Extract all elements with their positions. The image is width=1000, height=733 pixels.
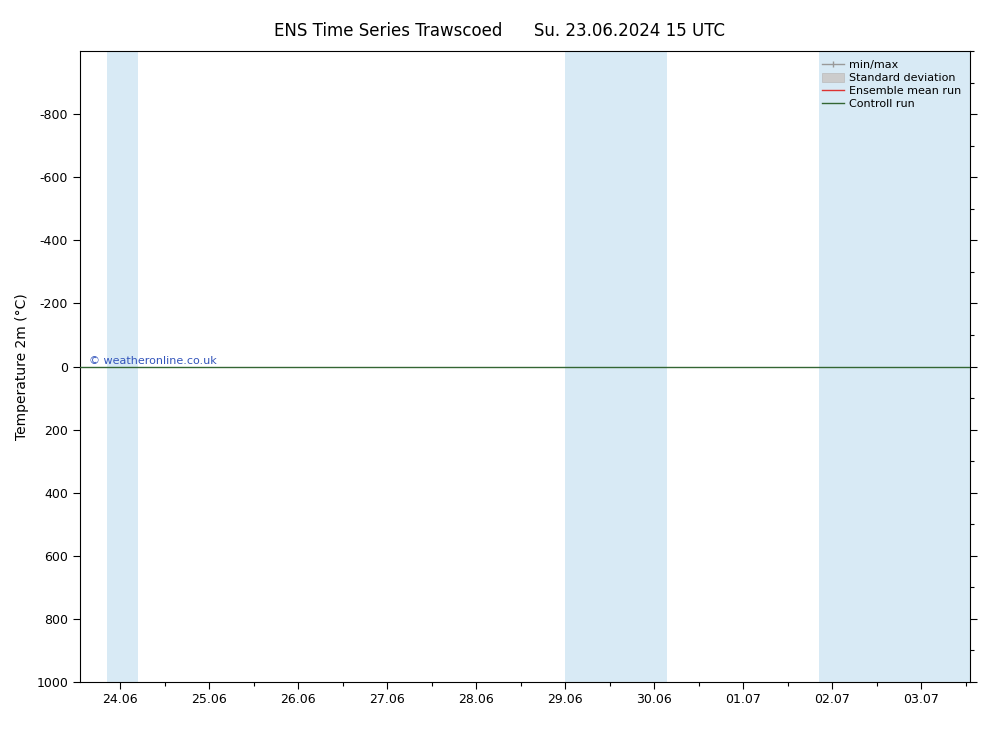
Bar bbox=[565, 51, 667, 682]
Y-axis label: Temperature 2m (°C): Temperature 2m (°C) bbox=[15, 293, 29, 440]
Legend: min/max, Standard deviation, Ensemble mean run, Controll run: min/max, Standard deviation, Ensemble me… bbox=[819, 57, 964, 112]
Bar bbox=[107, 51, 138, 682]
Text: © weatheronline.co.uk: © weatheronline.co.uk bbox=[89, 356, 217, 366]
Bar bbox=[819, 51, 983, 682]
Text: ENS Time Series Trawscoed      Su. 23.06.2024 15 UTC: ENS Time Series Trawscoed Su. 23.06.2024… bbox=[274, 22, 726, 40]
